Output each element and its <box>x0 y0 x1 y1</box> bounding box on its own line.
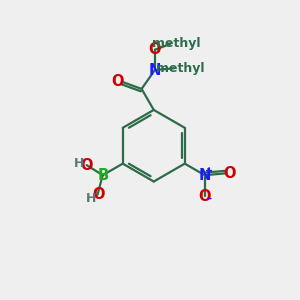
Text: O: O <box>111 74 124 89</box>
Text: methyl: methyl <box>152 37 201 50</box>
Text: O: O <box>93 187 105 202</box>
Text: H: H <box>74 158 84 170</box>
Text: +: + <box>205 166 213 176</box>
Text: O: O <box>148 42 161 57</box>
Text: O: O <box>199 189 211 204</box>
Text: ·: · <box>92 192 96 202</box>
Text: H: H <box>86 193 96 206</box>
Text: ·: · <box>80 158 84 167</box>
Text: B: B <box>98 168 109 183</box>
Text: N: N <box>199 168 211 183</box>
Text: O: O <box>223 166 236 181</box>
Text: N: N <box>149 63 161 78</box>
Text: methyl: methyl <box>156 61 205 75</box>
Text: -: - <box>207 193 212 203</box>
Text: O: O <box>81 158 93 172</box>
